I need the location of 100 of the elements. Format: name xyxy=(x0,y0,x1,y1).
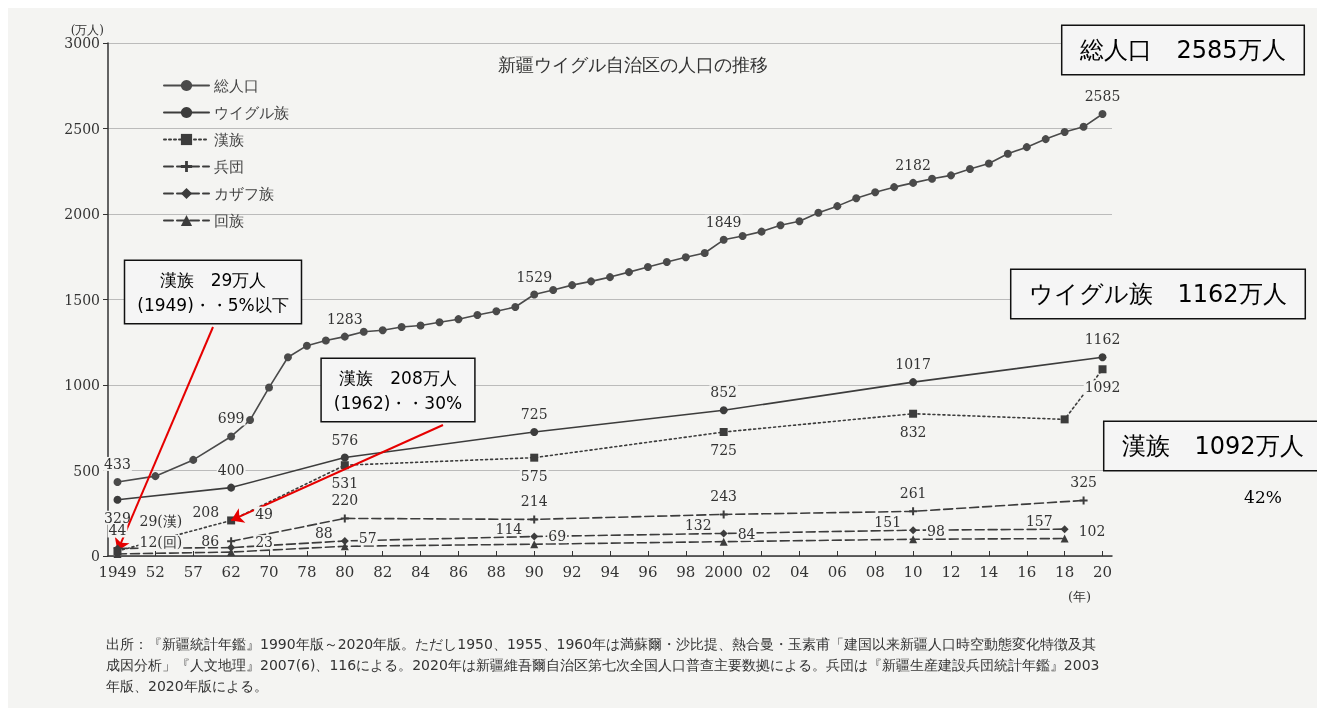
point xyxy=(928,174,937,183)
data-label: 132 xyxy=(684,517,712,534)
point xyxy=(321,336,330,345)
x-tick-label: 96 xyxy=(638,562,658,581)
y-tick-label: 2000 xyxy=(64,206,100,222)
point xyxy=(852,194,861,203)
x-tick-label: 18 xyxy=(1055,562,1075,581)
y-tick-label: 1000 xyxy=(64,377,100,393)
point xyxy=(719,235,728,244)
point xyxy=(530,515,539,524)
point xyxy=(530,290,539,299)
text: 出所：『新疆統計年鑑』1990年版～2020年版。ただし1950、1955、1960年は満蘇爾・沙比提、熱合曼・玉素甫「建国以来新疆人口時空動態変化特徴及其成因分析」『人文地理』2007(6)、116による。2020年は新疆維吾爾自治区第七次全国人口普查主要数拠による。兵団は『新疆生産建設兵団統計年鑑』2003年版、2020年版による。 xyxy=(106,635,1100,694)
text: 42% xyxy=(1244,486,1282,507)
point xyxy=(492,307,501,316)
point xyxy=(719,529,728,538)
point xyxy=(265,383,274,392)
data-label: 23 xyxy=(255,534,273,551)
data-label: 433 xyxy=(104,455,131,472)
x-tick-label: 12 xyxy=(941,562,961,581)
point xyxy=(1079,122,1088,131)
y-axis-title: (万人) xyxy=(70,23,104,38)
data-label: 400 xyxy=(217,461,245,478)
point xyxy=(1098,365,1107,374)
point xyxy=(435,318,444,327)
data-label: 157 xyxy=(1025,513,1053,530)
data-label: 1162 xyxy=(1084,331,1121,348)
annotation: 漢族 29万人 (1949)・・5%以下 xyxy=(137,269,289,315)
annotation: ウイグル族 1162万人 xyxy=(1029,280,1287,308)
point xyxy=(890,183,899,192)
x-tick-label: 2000 xyxy=(704,562,743,581)
annotation: 漢族 208万人 (1962)・・30% xyxy=(333,367,463,413)
data-label: 852 xyxy=(710,384,738,401)
x-tick-label: 92 xyxy=(562,562,582,581)
data-label: 575 xyxy=(520,467,548,484)
data-label: 1529 xyxy=(516,268,553,285)
point xyxy=(909,178,918,187)
point xyxy=(681,253,690,262)
point xyxy=(814,208,823,217)
point xyxy=(511,303,520,312)
data-label: 12(回) xyxy=(139,533,183,550)
data-label: 243 xyxy=(710,488,738,505)
data-label: 2182 xyxy=(895,156,931,173)
point xyxy=(1098,109,1107,118)
x-tick-label: 88 xyxy=(486,562,506,581)
point xyxy=(283,353,292,362)
point xyxy=(624,268,633,277)
point xyxy=(454,315,463,324)
point xyxy=(246,416,255,425)
data-label: 88 xyxy=(314,524,333,541)
data-label: 29(漢) xyxy=(139,513,183,530)
point xyxy=(833,202,842,211)
point xyxy=(719,428,728,437)
point xyxy=(909,409,918,418)
data-label: 699 xyxy=(217,410,245,427)
point xyxy=(151,472,160,481)
data-label: 1092 xyxy=(1084,379,1121,396)
point xyxy=(1060,127,1069,136)
point xyxy=(946,171,955,180)
x-tick-label: 04 xyxy=(789,562,809,581)
legend-label: カザフ族 xyxy=(214,184,274,203)
data-label: 1283 xyxy=(326,310,363,327)
point xyxy=(965,165,974,174)
point xyxy=(530,532,539,541)
point xyxy=(340,453,349,462)
x-tick-label: 52 xyxy=(145,562,165,581)
point xyxy=(1003,149,1012,158)
annotation: 総人口 2585万人 xyxy=(1079,36,1286,64)
x-tick-label: 86 xyxy=(448,562,468,581)
x-tick-label: 80 xyxy=(335,562,355,581)
point xyxy=(719,510,728,519)
point xyxy=(1022,143,1031,152)
x-tick-label: 14 xyxy=(979,562,999,581)
data-label: 1849 xyxy=(705,213,742,230)
data-label: 725 xyxy=(710,442,738,459)
data-label: 86 xyxy=(201,533,220,550)
point xyxy=(568,281,577,290)
data-label: 114 xyxy=(495,520,523,537)
point xyxy=(113,477,122,486)
point xyxy=(549,285,558,294)
point xyxy=(1041,135,1050,144)
point xyxy=(871,188,880,197)
point xyxy=(340,536,349,545)
point xyxy=(909,378,918,387)
point xyxy=(738,232,747,241)
x-tick-label: 62 xyxy=(221,562,241,581)
point xyxy=(1060,534,1069,543)
data-label: 208 xyxy=(192,504,220,521)
x-tick-label: 20 xyxy=(1092,562,1113,581)
point xyxy=(473,311,482,320)
text: 漢族 1092万人 xyxy=(1122,432,1304,460)
y-tick-label: 0 xyxy=(91,548,100,564)
point xyxy=(189,455,198,464)
data-label: 325 xyxy=(1070,474,1097,491)
data-label: 832 xyxy=(899,423,927,440)
point xyxy=(909,507,918,516)
point xyxy=(719,406,728,415)
legend-label: 回族 xyxy=(214,211,244,230)
point xyxy=(340,332,349,341)
y-tick-label: 2500 xyxy=(64,120,100,137)
x-tick-label: 57 xyxy=(183,562,203,581)
